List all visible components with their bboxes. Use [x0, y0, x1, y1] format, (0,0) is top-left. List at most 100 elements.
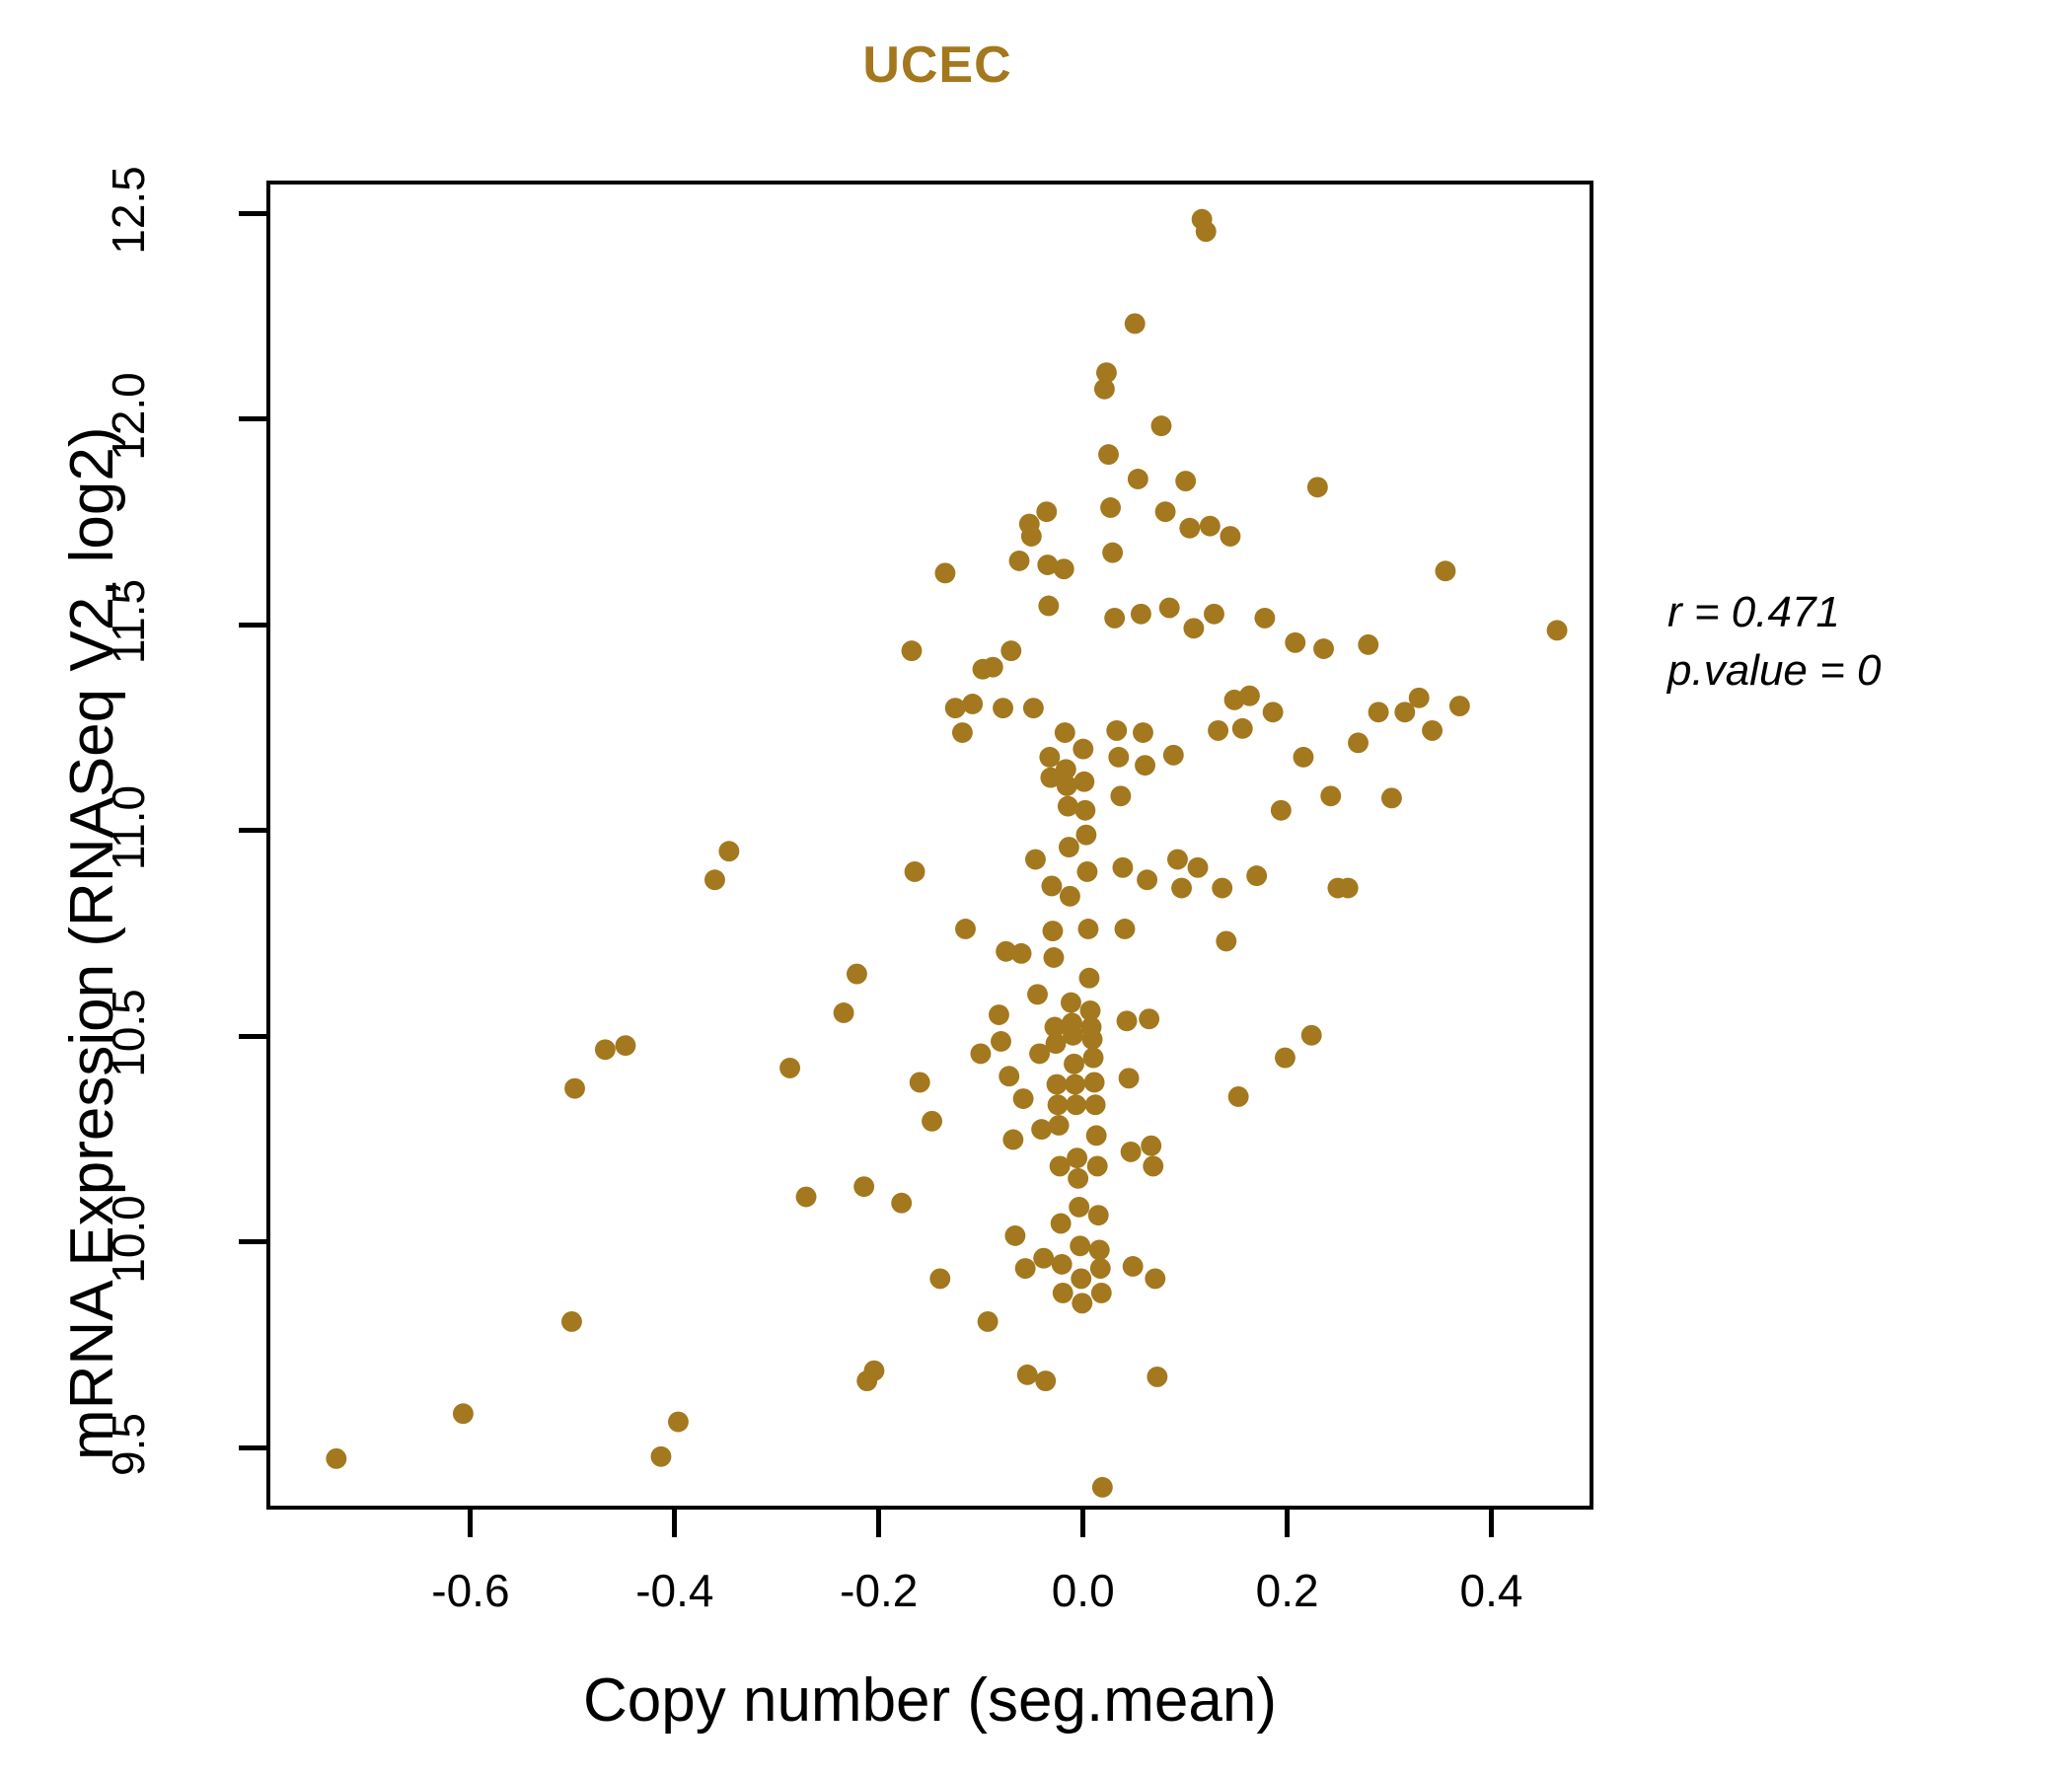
data-point: [1204, 603, 1224, 625]
data-point: [999, 1066, 1020, 1087]
data-point: [1052, 1283, 1073, 1303]
data-point: [1058, 837, 1079, 858]
data-point: [1065, 1073, 1086, 1095]
data-point: [922, 1110, 942, 1132]
data-point: [1049, 1155, 1071, 1177]
data-point: [1147, 1366, 1168, 1387]
data-point: [1162, 744, 1184, 766]
x-tick-label: -0.4: [635, 1565, 714, 1616]
data-point: [1055, 759, 1076, 780]
data-point: [1059, 885, 1080, 907]
data-point: [1070, 1235, 1091, 1257]
data-point: [929, 1268, 951, 1290]
x-tick-mark: [1285, 1510, 1291, 1537]
data-point: [1089, 1258, 1111, 1279]
data-point: [1135, 755, 1155, 777]
data-point: [1022, 698, 1044, 719]
data-point: [1239, 685, 1260, 706]
data-point: [1270, 799, 1292, 821]
x-tick-label: 0.4: [1459, 1565, 1523, 1616]
data-point: [1220, 526, 1241, 547]
data-point: [1313, 638, 1334, 659]
data-point: [1133, 722, 1153, 743]
data-point: [833, 1002, 854, 1023]
data-point: [1246, 865, 1268, 887]
data-point: [1008, 550, 1030, 571]
data-point: [1187, 856, 1209, 878]
data-point: [991, 1031, 1011, 1052]
r-value-text: r = 0.471: [1667, 588, 1840, 636]
page-title: UCEC: [862, 37, 1012, 94]
data-point: [1435, 560, 1456, 582]
data-point: [1071, 1268, 1092, 1290]
data-point: [1083, 1072, 1105, 1093]
data-point: [1167, 849, 1188, 870]
data-point: [1175, 471, 1197, 491]
y-axis-label: mRNA Expression (RNASeq V2, log2): [58, 426, 126, 1460]
data-point: [1067, 1147, 1088, 1169]
data-point: [1072, 1293, 1093, 1314]
data-point: [1108, 746, 1130, 768]
data-point: [1046, 1073, 1068, 1095]
data-point: [1047, 1094, 1069, 1116]
data-point: [1066, 1094, 1087, 1116]
data-point: [1031, 1119, 1053, 1141]
data-point: [1073, 771, 1095, 792]
data-point: [1320, 785, 1342, 807]
data-point: [668, 1411, 689, 1433]
data-point: [561, 1311, 582, 1332]
data-point: [1183, 618, 1205, 639]
data-point: [1091, 1476, 1113, 1498]
data-point: [1208, 719, 1229, 741]
data-point: [1000, 640, 1022, 662]
data-point: [594, 1039, 616, 1061]
data-point: [1016, 1364, 1038, 1385]
plot-area: [266, 181, 1593, 1510]
data-point: [1042, 921, 1064, 941]
data-point: [1051, 1253, 1073, 1275]
data-point: [962, 694, 984, 714]
data-point: [1096, 362, 1117, 384]
data-point: [977, 1311, 999, 1332]
data-point: [1048, 1115, 1070, 1136]
data-point: [650, 1445, 672, 1467]
data-point: [1056, 775, 1077, 796]
data-point: [615, 1035, 636, 1057]
y-tick-mark: [239, 1239, 266, 1245]
data-point: [1086, 1155, 1108, 1177]
data-point: [1079, 999, 1101, 1021]
data-point: [904, 861, 925, 882]
x-tick-mark: [876, 1510, 882, 1537]
y-tick-label: 12.5: [103, 166, 154, 256]
data-point: [1254, 607, 1276, 629]
y-tick-mark: [239, 1033, 266, 1039]
data-point: [1078, 967, 1100, 989]
x-tick-label: 0.0: [1051, 1565, 1115, 1616]
data-point: [1293, 746, 1314, 768]
data-point: [1130, 603, 1151, 625]
data-point: [951, 722, 973, 743]
data-point: [1025, 849, 1046, 870]
data-point: [1306, 477, 1328, 498]
data-point: [1179, 517, 1201, 539]
data-point: [982, 656, 1003, 678]
data-point: [863, 1360, 885, 1381]
data-point: [1029, 1043, 1051, 1065]
data-point: [1158, 597, 1180, 619]
data-point: [564, 1077, 585, 1099]
data-point: [795, 1186, 817, 1208]
data-point: [1137, 869, 1158, 891]
data-point: [1093, 378, 1115, 400]
data-point: [1337, 877, 1359, 899]
data-point: [970, 1043, 992, 1065]
data-point: [1075, 824, 1097, 846]
data-point: [1035, 1370, 1057, 1392]
data-point: [955, 919, 976, 939]
data-point: [1262, 702, 1284, 723]
data-point: [779, 1057, 801, 1078]
data-point: [1139, 1008, 1160, 1030]
scatter-points-layer: [326, 208, 1568, 1498]
data-point: [1069, 1196, 1090, 1218]
data-point: [1012, 1088, 1034, 1109]
data-point: [1014, 1258, 1036, 1279]
